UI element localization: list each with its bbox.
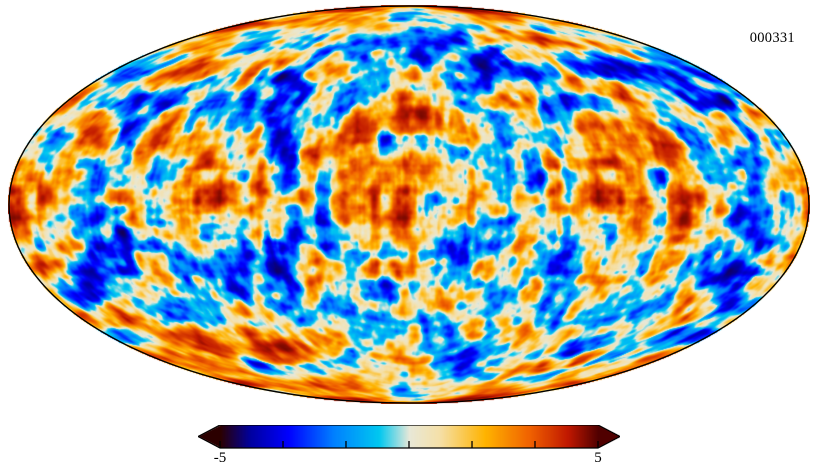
- sky-map: [8, 5, 810, 404]
- map-id-label: 000331: [749, 30, 795, 46]
- colorbar-min-label: -5: [213, 450, 227, 466]
- colorbar: -5 5: [198, 425, 620, 474]
- colorbar-gradient: [198, 425, 620, 448]
- sky-map-image: [8, 5, 810, 404]
- colorbar-max-label: 5: [594, 450, 602, 466]
